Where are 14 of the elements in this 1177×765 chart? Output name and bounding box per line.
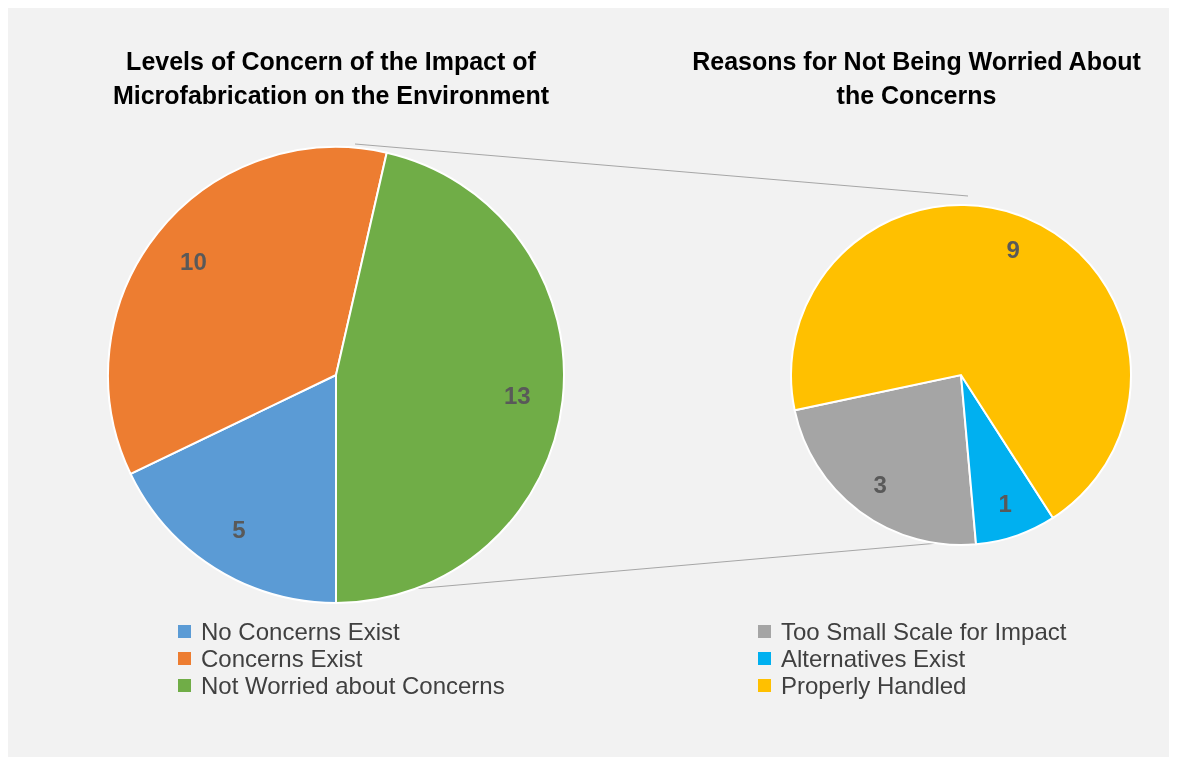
data-label: 5 — [232, 515, 246, 543]
legend-label: Concerns Exist — [201, 644, 363, 673]
legend-label: Alternatives Exist — [781, 644, 966, 673]
data-label: 10 — [180, 247, 207, 275]
legend-label: Too Small Scale for Impact — [781, 617, 1067, 646]
legend-label: No Concerns Exist — [201, 617, 400, 646]
data-label: 3 — [873, 470, 887, 498]
data-label: 13 — [503, 381, 531, 409]
data-label: 9 — [1006, 235, 1020, 263]
chart-title: Levels of Concern of the Impact of Microfabrication on the Environment — [111, 46, 551, 111]
data-label: 1 — [998, 490, 1012, 518]
chart-title: Reasons for Not Being Worried About the Concerns — [691, 46, 1142, 111]
legend-label: Properly Handled — [781, 671, 967, 700]
legend-label: Not Worried about Concerns — [201, 671, 505, 700]
